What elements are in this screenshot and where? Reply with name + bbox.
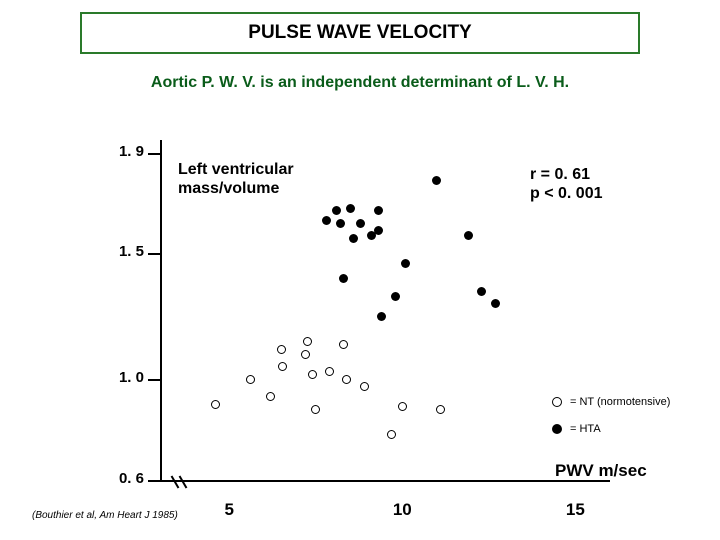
citation: (Bouthier et al, Am Heart J 1985) <box>32 510 178 521</box>
y-tick-label: 0. 6 <box>100 470 144 487</box>
y-axis-title-line2: mass/volume <box>178 179 294 198</box>
data-point-hta <box>332 206 341 215</box>
stats-r: r = 0. 61 <box>530 165 603 184</box>
stats-p: p < 0. 001 <box>530 184 603 203</box>
data-point-nt <box>266 392 275 401</box>
y-axis-title: Left ventricular mass/volume <box>178 160 294 198</box>
subtitle: Aortic P. W. V. is an independent determ… <box>0 74 720 92</box>
data-point-nt <box>311 405 320 414</box>
x-tick-label: 15 <box>550 500 600 520</box>
data-point-hta <box>464 231 473 240</box>
data-point-hta <box>432 176 441 185</box>
y-axis-title-line1: Left ventricular <box>178 160 294 179</box>
y-tick <box>148 153 160 155</box>
data-point-nt <box>301 350 310 359</box>
data-point-nt <box>342 375 351 384</box>
data-point-nt <box>246 375 255 384</box>
page-title: PULSE WAVE VELOCITY <box>248 22 471 44</box>
data-point-hta <box>401 259 410 268</box>
filled-circle-icon <box>552 424 562 434</box>
data-point-hta <box>477 287 486 296</box>
y-tick <box>148 480 160 482</box>
legend-nt: = NT (normotensive) <box>552 396 670 408</box>
y-tick <box>148 379 160 381</box>
y-tick-label: 1. 0 <box>100 369 144 386</box>
data-point-nt <box>277 345 286 354</box>
y-tick-label: 1. 9 <box>100 143 144 160</box>
data-point-nt <box>387 430 396 439</box>
legend-hta-label: = HTA <box>570 423 601 435</box>
data-point-hta <box>346 204 355 213</box>
data-point-hta <box>374 226 383 235</box>
data-point-hta <box>377 312 386 321</box>
data-point-nt <box>398 402 407 411</box>
data-point-hta <box>374 206 383 215</box>
x-axis <box>160 480 610 482</box>
x-axis-title: PWV m/sec <box>555 461 647 481</box>
data-point-nt <box>360 382 369 391</box>
open-circle-icon <box>552 397 562 407</box>
data-point-nt <box>339 340 348 349</box>
stats-annotation: r = 0. 61 p < 0. 001 <box>530 165 603 203</box>
data-point-hta <box>336 219 345 228</box>
data-point-hta <box>339 274 348 283</box>
data-point-nt <box>303 337 312 346</box>
legend-nt-label: = NT (normotensive) <box>570 396 670 408</box>
x-tick-label: 5 <box>204 500 254 520</box>
data-point-nt <box>325 367 334 376</box>
slide: { "title": "PULSE WAVE VELOCITY", "title… <box>0 0 720 540</box>
data-point-nt <box>211 400 220 409</box>
data-point-hta <box>356 219 365 228</box>
title-box: PULSE WAVE VELOCITY <box>80 12 640 54</box>
data-point-hta <box>491 299 500 308</box>
y-tick <box>148 253 160 255</box>
legend-hta: = HTA <box>552 423 601 435</box>
data-point-hta <box>349 234 358 243</box>
x-tick-label: 10 <box>377 500 427 520</box>
data-point-nt <box>308 370 317 379</box>
y-axis <box>160 140 162 480</box>
data-point-nt <box>436 405 445 414</box>
y-tick-label: 1. 5 <box>100 243 144 260</box>
data-point-hta <box>322 216 331 225</box>
data-point-nt <box>278 362 287 371</box>
data-point-hta <box>391 292 400 301</box>
